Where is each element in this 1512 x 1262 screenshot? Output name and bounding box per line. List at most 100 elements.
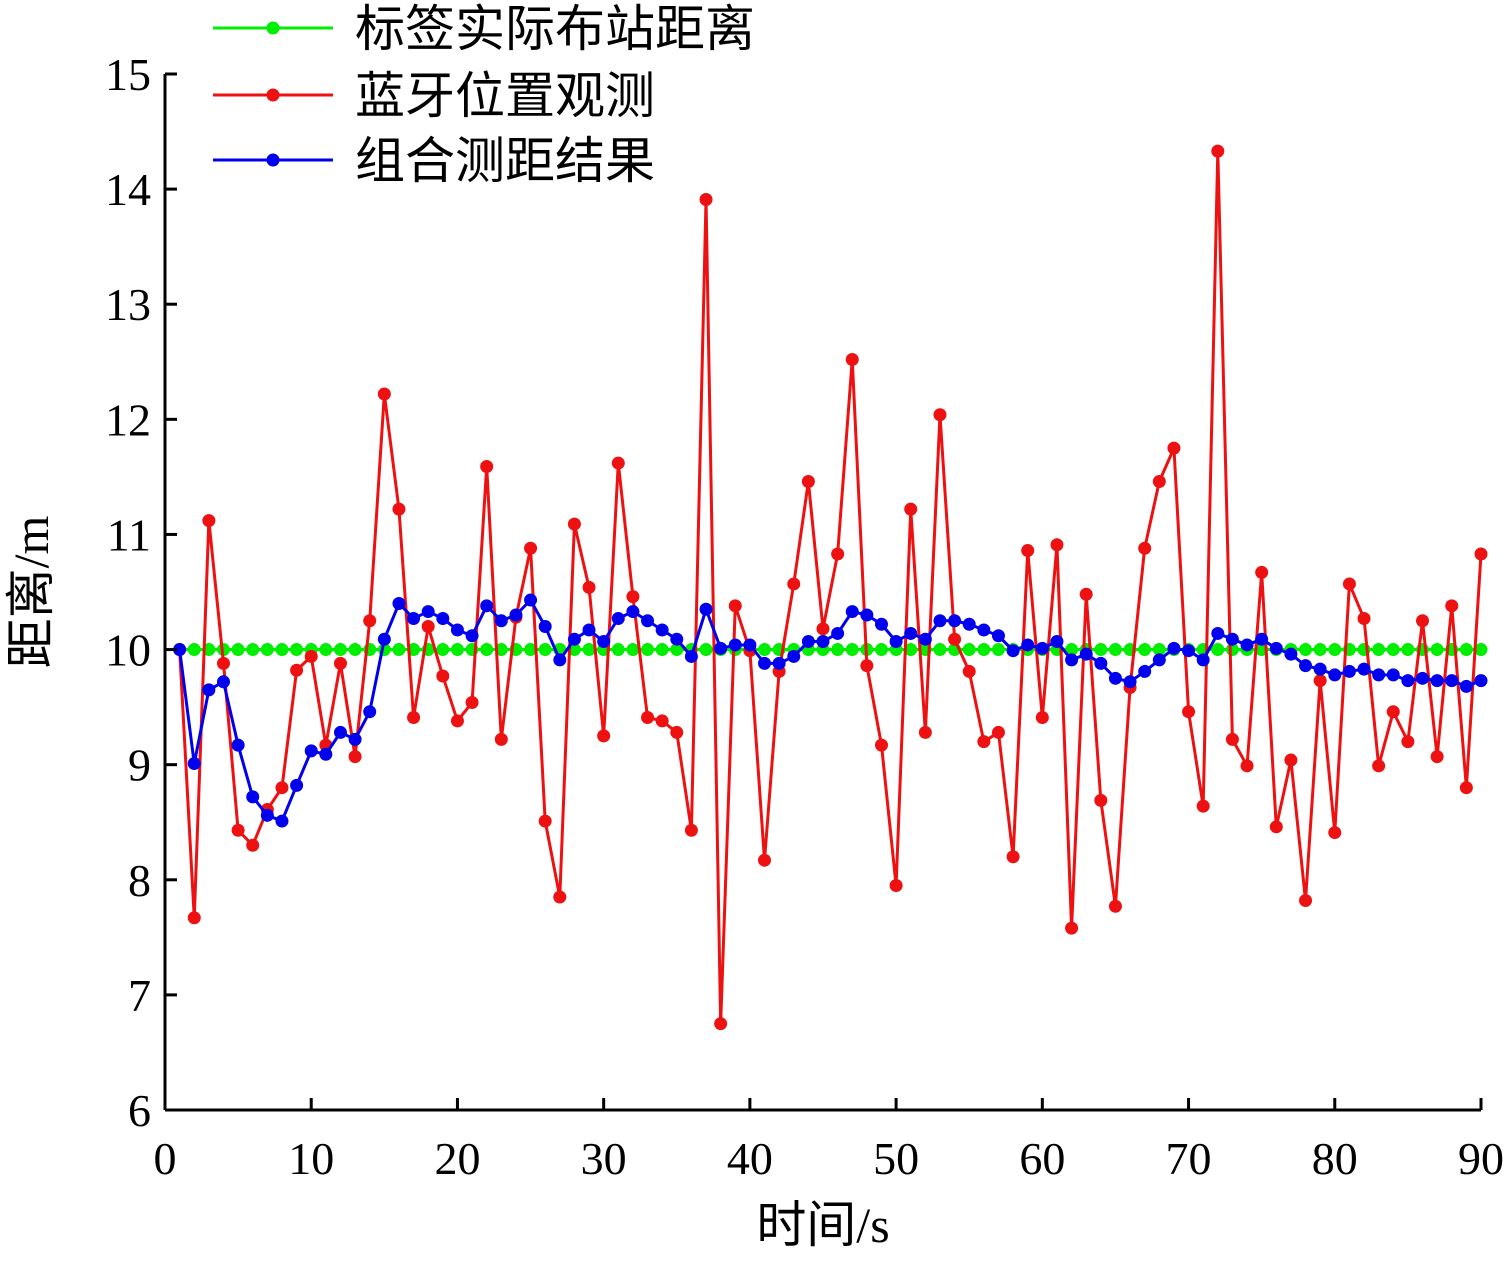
data-point — [1225, 732, 1239, 746]
data-point — [1342, 664, 1356, 678]
legend-label: 组合测距结果 — [355, 133, 655, 189]
data-point — [1430, 674, 1444, 688]
data-point — [1269, 641, 1283, 655]
data-point — [1386, 643, 1400, 657]
data-point — [1094, 643, 1108, 657]
data-point — [860, 608, 874, 622]
data-point — [933, 614, 947, 628]
y-tick-label: 15 — [105, 49, 151, 100]
data-point — [626, 605, 640, 619]
data-point — [187, 911, 201, 925]
data-point — [538, 643, 552, 657]
data-point — [1211, 626, 1225, 640]
series-1 — [173, 144, 1488, 1031]
data-point — [1299, 643, 1313, 657]
data-point — [655, 643, 669, 657]
data-point — [187, 757, 201, 771]
data-point — [392, 597, 406, 611]
data-point — [1386, 668, 1400, 682]
data-point — [392, 643, 406, 657]
data-point — [1459, 781, 1473, 795]
data-point — [450, 623, 464, 637]
data-point — [1196, 653, 1210, 667]
data-point — [860, 659, 874, 673]
data-point — [962, 617, 976, 631]
data-point — [1123, 675, 1137, 689]
y-tick-label: 14 — [105, 164, 151, 215]
data-point — [290, 663, 304, 677]
y-tick-label: 12 — [105, 394, 151, 445]
data-point — [509, 608, 523, 622]
data-point — [758, 853, 772, 867]
legend-item: 标签实际布站距离 — [213, 1, 755, 57]
data-point — [1167, 641, 1181, 655]
data-point — [801, 474, 815, 488]
x-tick-label: 20 — [434, 1133, 480, 1184]
data-point — [1328, 668, 1342, 682]
data-point — [246, 838, 260, 852]
data-point — [684, 649, 698, 663]
data-point — [260, 808, 274, 822]
data-point — [641, 643, 655, 657]
data-point — [714, 641, 728, 655]
data-point — [1050, 634, 1064, 648]
data-point — [597, 634, 611, 648]
data-point — [728, 638, 742, 652]
data-point — [202, 683, 216, 697]
data-point — [304, 744, 318, 758]
data-point — [1094, 793, 1108, 807]
data-point — [582, 643, 596, 657]
data-point — [173, 643, 187, 657]
data-point — [1372, 643, 1386, 657]
data-point — [611, 456, 625, 470]
data-point — [845, 605, 859, 619]
data-point — [304, 649, 318, 663]
data-point — [1416, 671, 1430, 685]
data-point — [714, 1017, 728, 1031]
data-point — [246, 643, 260, 657]
data-point — [1108, 643, 1122, 657]
data-point — [348, 732, 362, 746]
data-point — [480, 643, 494, 657]
data-point — [611, 643, 625, 657]
data-point — [904, 502, 918, 516]
data-point — [202, 514, 216, 528]
y-tick-label: 7 — [128, 970, 151, 1021]
data-point — [1299, 659, 1313, 673]
data-point — [436, 611, 450, 625]
data-point — [816, 634, 830, 648]
data-point — [582, 623, 596, 637]
data-point — [918, 632, 932, 646]
data-point — [670, 632, 684, 646]
data-point — [275, 814, 289, 828]
data-point — [904, 626, 918, 640]
y-axis-label: 距离/m — [3, 516, 59, 669]
data-point — [948, 614, 962, 628]
x-tick-label: 80 — [1312, 1133, 1358, 1184]
data-point — [377, 387, 391, 401]
data-point — [655, 714, 669, 728]
data-point — [1240, 759, 1254, 773]
data-point — [977, 623, 991, 637]
data-point — [948, 632, 962, 646]
data-point — [1167, 441, 1181, 455]
data-point — [1021, 544, 1035, 558]
data-point — [450, 643, 464, 657]
data-point — [231, 738, 245, 752]
data-point — [1196, 799, 1210, 813]
data-point — [567, 632, 581, 646]
data-point — [1065, 653, 1079, 667]
data-point — [333, 656, 347, 670]
data-point — [1079, 647, 1093, 661]
data-point — [1108, 899, 1122, 913]
data-point — [1328, 826, 1342, 840]
data-point — [1152, 474, 1166, 488]
data-point — [831, 547, 845, 561]
x-tick-label: 40 — [727, 1133, 773, 1184]
x-tick-label: 10 — [288, 1133, 334, 1184]
data-point — [611, 611, 625, 625]
data-point — [1401, 643, 1415, 657]
data-point — [904, 643, 918, 657]
data-point — [699, 643, 713, 657]
data-point — [1108, 671, 1122, 685]
